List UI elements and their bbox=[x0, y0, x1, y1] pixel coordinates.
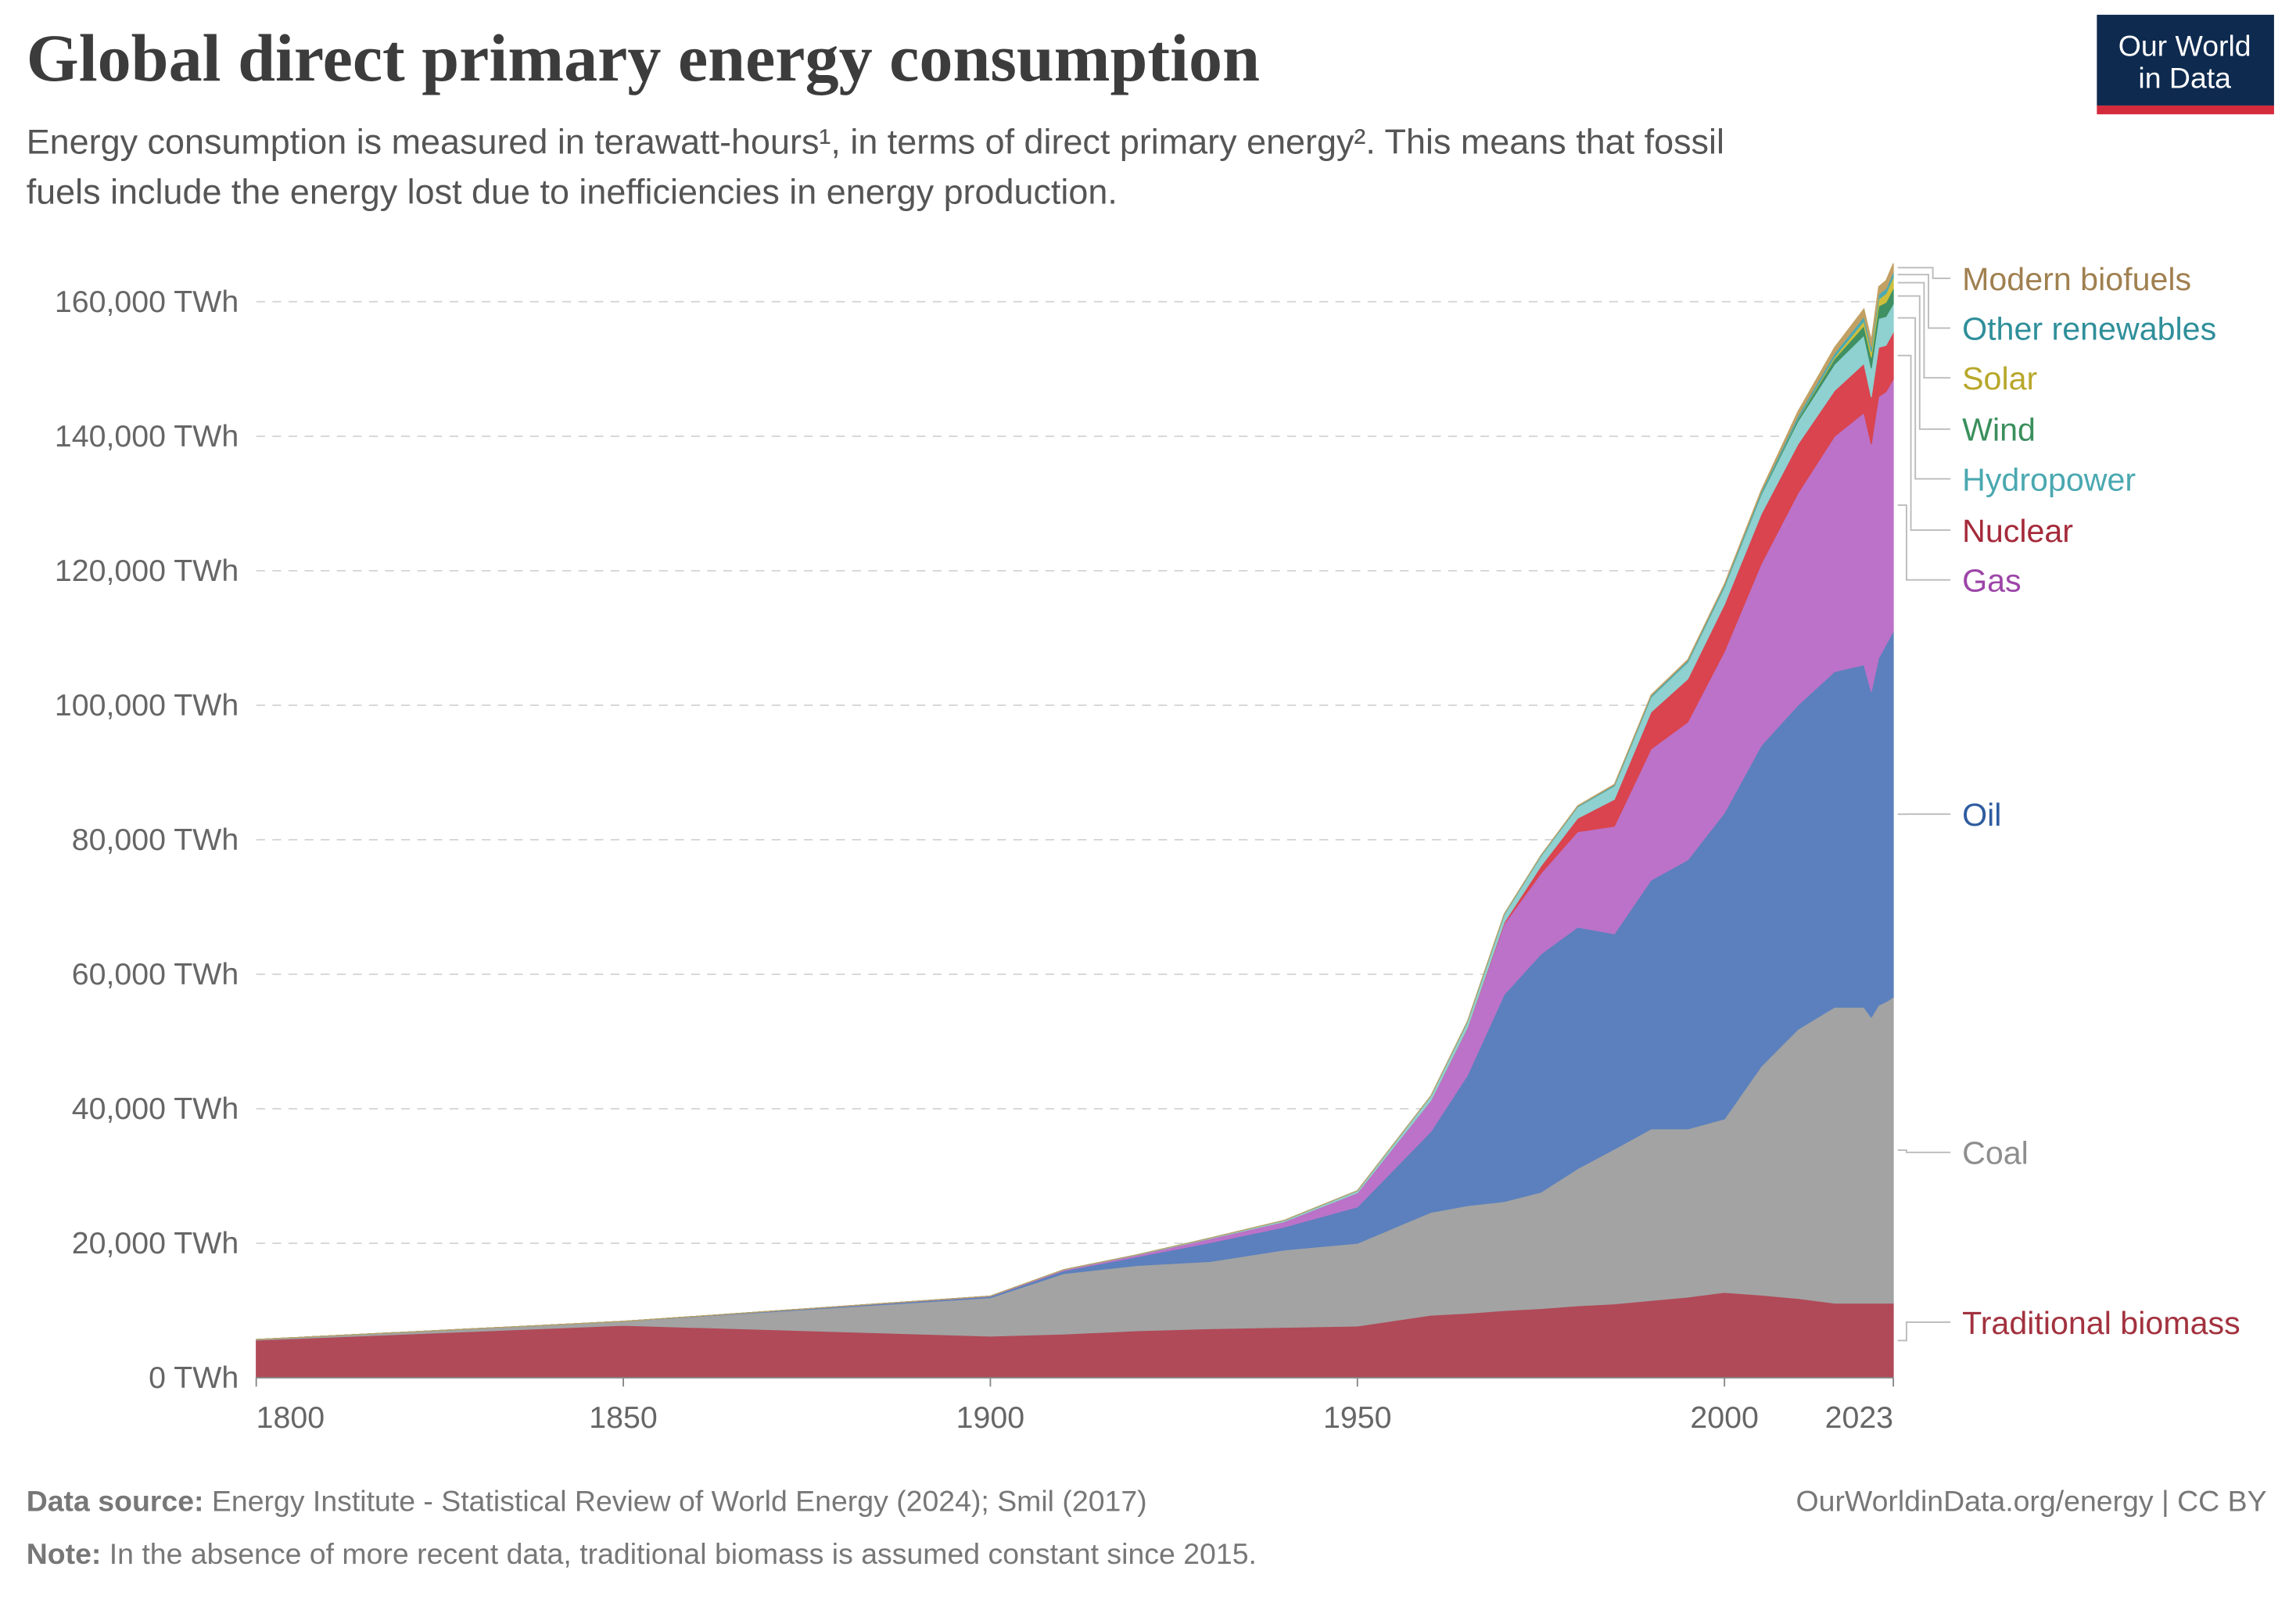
legend-label: Wind bbox=[1962, 412, 2036, 448]
subtitle: fuels include the energy lost due to ine… bbox=[27, 171, 1118, 211]
legend-connector bbox=[1897, 354, 1951, 531]
legend-connector bbox=[1897, 281, 1951, 379]
legend-connector bbox=[1897, 1149, 1951, 1153]
legend-connector bbox=[1897, 295, 1951, 430]
y-tick-label: 100,000 TWh bbox=[55, 688, 239, 722]
area bbox=[256, 263, 1894, 1340]
logo-text: Our World bbox=[2118, 29, 2251, 62]
source-label: Data source: bbox=[27, 1485, 204, 1518]
legend-connector bbox=[1897, 1321, 1951, 1342]
x-tick-label: 1800 bbox=[257, 1400, 325, 1435]
y-tick-label: 0 TWh bbox=[149, 1361, 239, 1395]
y-tick-label: 20,000 TWh bbox=[72, 1226, 239, 1260]
credit: OurWorldinData.org/energy | CC BY bbox=[1796, 1485, 2267, 1518]
x-tick-label: 2023 bbox=[1825, 1400, 1893, 1435]
legend-connector bbox=[1897, 274, 1951, 329]
note-text: In the absence of more recent data, trad… bbox=[109, 1537, 1257, 1570]
legend-label: Hydropower bbox=[1962, 461, 2136, 497]
logo-bar bbox=[2097, 105, 2274, 115]
x-tick-label: 1950 bbox=[1323, 1400, 1391, 1435]
note-label: Note: bbox=[27, 1537, 102, 1570]
note: Note: In the absence of more recent data… bbox=[27, 1537, 1257, 1570]
legend-label: Nuclear bbox=[1962, 513, 2073, 549]
y-tick-label: 160,000 TWh bbox=[55, 285, 239, 319]
y-tick-label: 120,000 TWh bbox=[55, 554, 239, 588]
y-tick-label: 140,000 TWh bbox=[55, 419, 239, 454]
legend-label: Solar bbox=[1962, 360, 2037, 396]
legend-connector bbox=[1897, 317, 1951, 480]
logo-box bbox=[2097, 14, 2274, 106]
source-text: Energy Institute - Statistical Review of… bbox=[212, 1485, 1147, 1518]
y-tick-label: 40,000 TWh bbox=[72, 1092, 239, 1126]
x-tick-label: 1900 bbox=[956, 1400, 1024, 1435]
legend-connector bbox=[1897, 504, 1951, 581]
x-tick-label: 2000 bbox=[1690, 1400, 1758, 1435]
logo-text: in Data bbox=[2138, 61, 2231, 94]
legend-connector bbox=[1897, 267, 1951, 279]
subtitle: Energy consumption is measured in terawa… bbox=[27, 122, 1724, 162]
chart-title: Global direct primary energy consumption bbox=[27, 20, 1260, 95]
legend-label: Other renewables bbox=[1962, 311, 2216, 347]
legend-label: Gas bbox=[1962, 563, 2022, 599]
legend-label: Oil bbox=[1962, 797, 2001, 833]
x-tick-label: 1850 bbox=[589, 1400, 657, 1435]
legend-label: Modern biofuels bbox=[1962, 261, 2191, 297]
logo: Our World in Data bbox=[2097, 14, 2274, 115]
source: Data source: Energy Institute - Statisti… bbox=[27, 1485, 1147, 1518]
y-tick-label: 80,000 TWh bbox=[72, 823, 239, 857]
legend-label: Traditional biomass bbox=[1962, 1305, 2240, 1341]
y-tick-label: 60,000 TWh bbox=[72, 957, 239, 991]
legend-label: Coal bbox=[1962, 1135, 2029, 1171]
